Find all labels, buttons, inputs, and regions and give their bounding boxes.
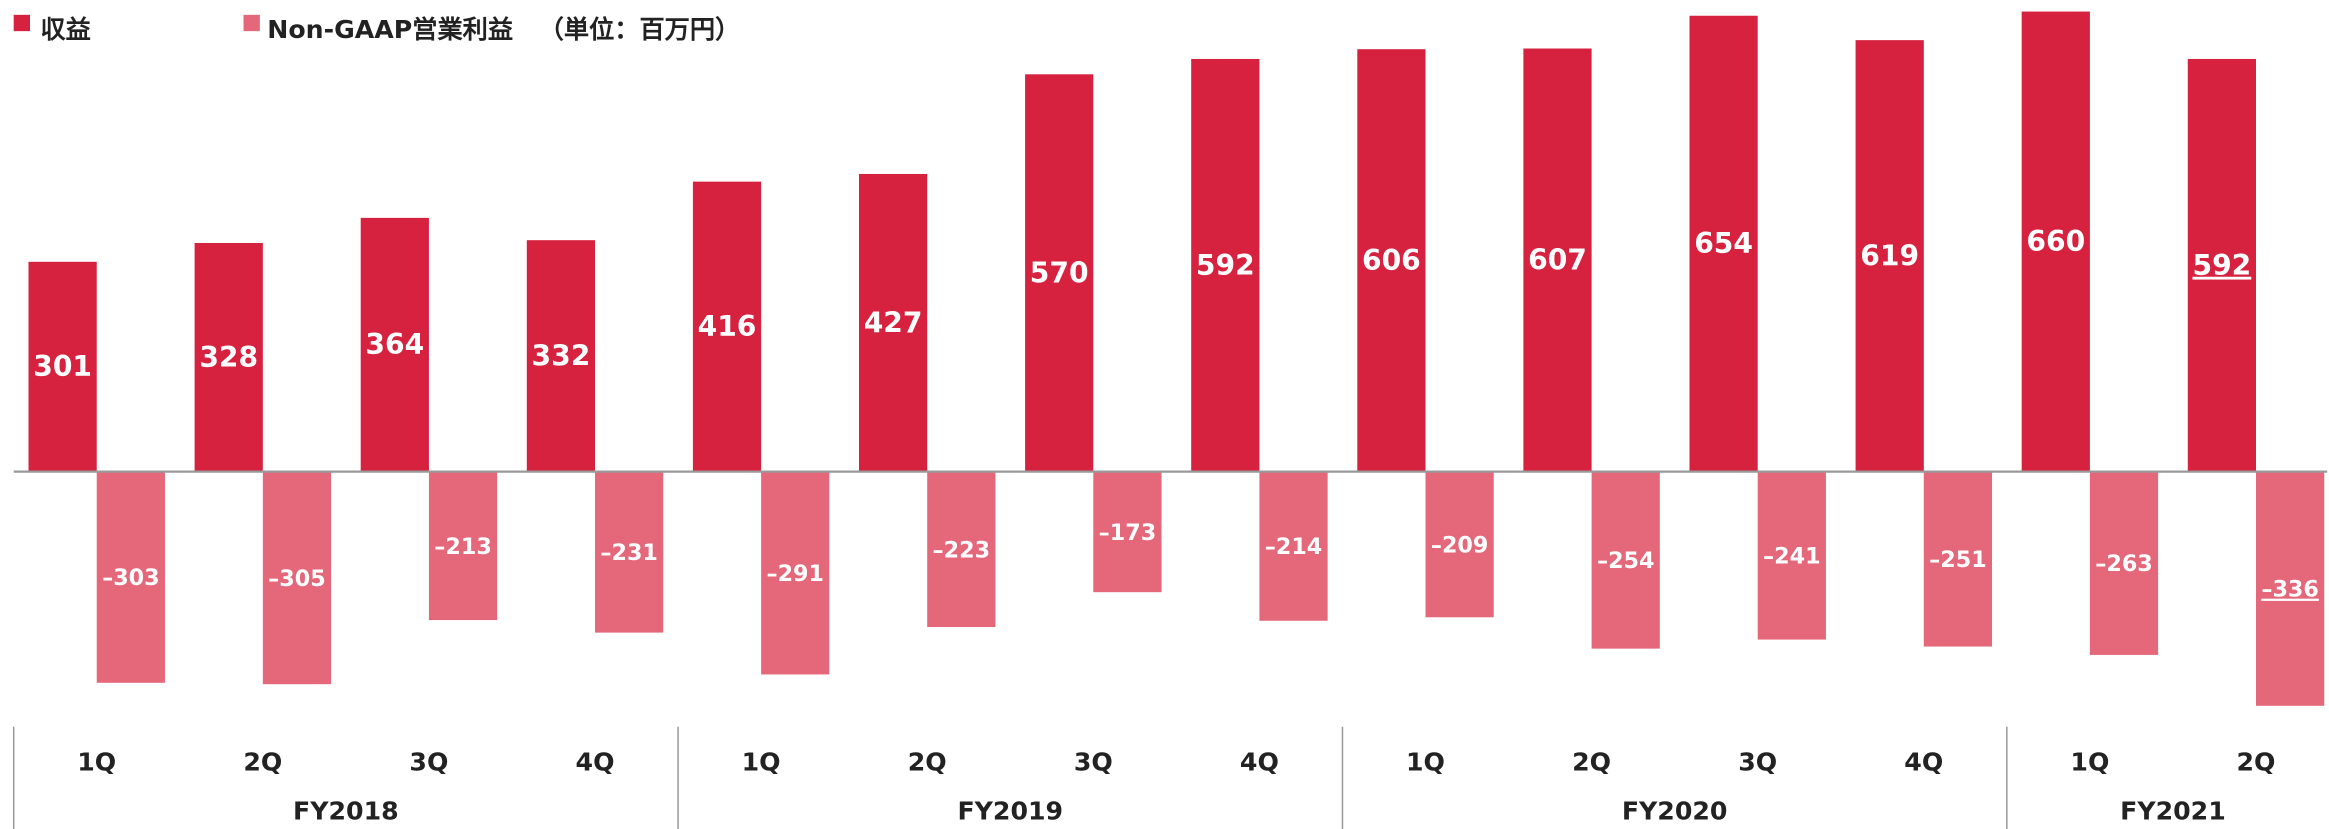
data-label: 654 bbox=[1694, 227, 1753, 260]
bar bbox=[1757, 471, 1826, 640]
group-label: FY2020 bbox=[1622, 797, 1728, 826]
legend-label: Non-GAAP営業利益 bbox=[267, 15, 513, 44]
bar bbox=[1855, 40, 1924, 472]
bar bbox=[2255, 471, 2325, 706]
bar bbox=[526, 240, 596, 472]
x-tick-label: 1Q bbox=[1406, 748, 1445, 777]
data-label: 592 bbox=[2192, 249, 2251, 282]
group-label: FY2019 bbox=[957, 797, 1063, 826]
bar bbox=[927, 471, 996, 628]
x-tick-label: 1Q bbox=[742, 748, 781, 777]
data-label: –241 bbox=[1763, 544, 1821, 570]
bar bbox=[1523, 48, 1592, 472]
x-tick-label: 4Q bbox=[1904, 748, 1943, 777]
bar bbox=[2021, 11, 2090, 472]
group-label: FY2018 bbox=[293, 797, 399, 826]
x-tick-label: 3Q bbox=[409, 748, 448, 777]
bar bbox=[692, 181, 762, 472]
data-label: –263 bbox=[2095, 551, 2153, 577]
bar bbox=[262, 471, 332, 685]
bar bbox=[428, 471, 498, 621]
data-label: 328 bbox=[199, 341, 258, 374]
data-label: –336 bbox=[2261, 577, 2319, 603]
bar bbox=[2187, 58, 2256, 472]
data-label: 606 bbox=[1362, 244, 1421, 277]
bar bbox=[96, 471, 165, 683]
bar bbox=[1259, 471, 1328, 621]
x-tick-label: 2Q bbox=[2237, 748, 2276, 777]
data-label: –213 bbox=[434, 534, 492, 560]
data-label: –231 bbox=[600, 540, 658, 566]
bar bbox=[1093, 471, 1162, 593]
x-tick-label: 2Q bbox=[1572, 748, 1611, 777]
bar bbox=[28, 261, 97, 472]
legend-swatch bbox=[243, 14, 260, 32]
data-label: 301 bbox=[33, 350, 92, 383]
data-label: –305 bbox=[268, 566, 326, 592]
bar bbox=[595, 471, 664, 633]
data-label: –291 bbox=[766, 561, 824, 587]
x-tick-label: 1Q bbox=[2070, 748, 2109, 777]
bar bbox=[194, 242, 263, 472]
bar bbox=[1689, 15, 1758, 472]
data-label: 332 bbox=[532, 339, 591, 372]
legend-label: 収益 bbox=[40, 15, 90, 44]
bar bbox=[859, 173, 928, 472]
bar bbox=[761, 471, 830, 675]
x-tick-label: 2Q bbox=[243, 748, 282, 777]
bar bbox=[1923, 471, 1993, 647]
bar bbox=[1025, 74, 1094, 472]
data-label: –173 bbox=[1099, 520, 1157, 546]
data-label: –251 bbox=[1929, 547, 1987, 573]
bar bbox=[1357, 49, 1426, 472]
bar bbox=[2089, 471, 2159, 655]
bar bbox=[1591, 471, 1660, 649]
unit-note: （単位：百万円） bbox=[539, 15, 741, 44]
bar bbox=[1191, 58, 1260, 472]
data-label: 607 bbox=[1528, 244, 1587, 277]
data-label: 364 bbox=[365, 328, 424, 361]
data-label: –209 bbox=[1431, 532, 1489, 558]
group-label: FY2021 bbox=[2120, 797, 2226, 826]
x-tick-label: 3Q bbox=[1074, 748, 1113, 777]
data-label: 592 bbox=[1196, 249, 1255, 282]
bar bbox=[1425, 471, 1494, 618]
x-tick-label: 1Q bbox=[77, 748, 116, 777]
x-tick-label: 4Q bbox=[576, 748, 615, 777]
x-tick-label: 2Q bbox=[908, 748, 947, 777]
data-label: –254 bbox=[1597, 548, 1655, 574]
x-tick-label: 4Q bbox=[1240, 748, 1279, 777]
data-label: 427 bbox=[864, 306, 923, 339]
x-tick-label: 3Q bbox=[1738, 748, 1777, 777]
data-label: –303 bbox=[102, 565, 160, 591]
data-label: 416 bbox=[698, 310, 757, 343]
data-label: 570 bbox=[1030, 256, 1089, 289]
data-label: 619 bbox=[1860, 239, 1919, 272]
data-label: –214 bbox=[1265, 534, 1323, 560]
bar bbox=[360, 217, 429, 472]
legend-swatch bbox=[13, 14, 31, 32]
data-label: 660 bbox=[2026, 225, 2085, 258]
data-label: –223 bbox=[933, 537, 991, 563]
